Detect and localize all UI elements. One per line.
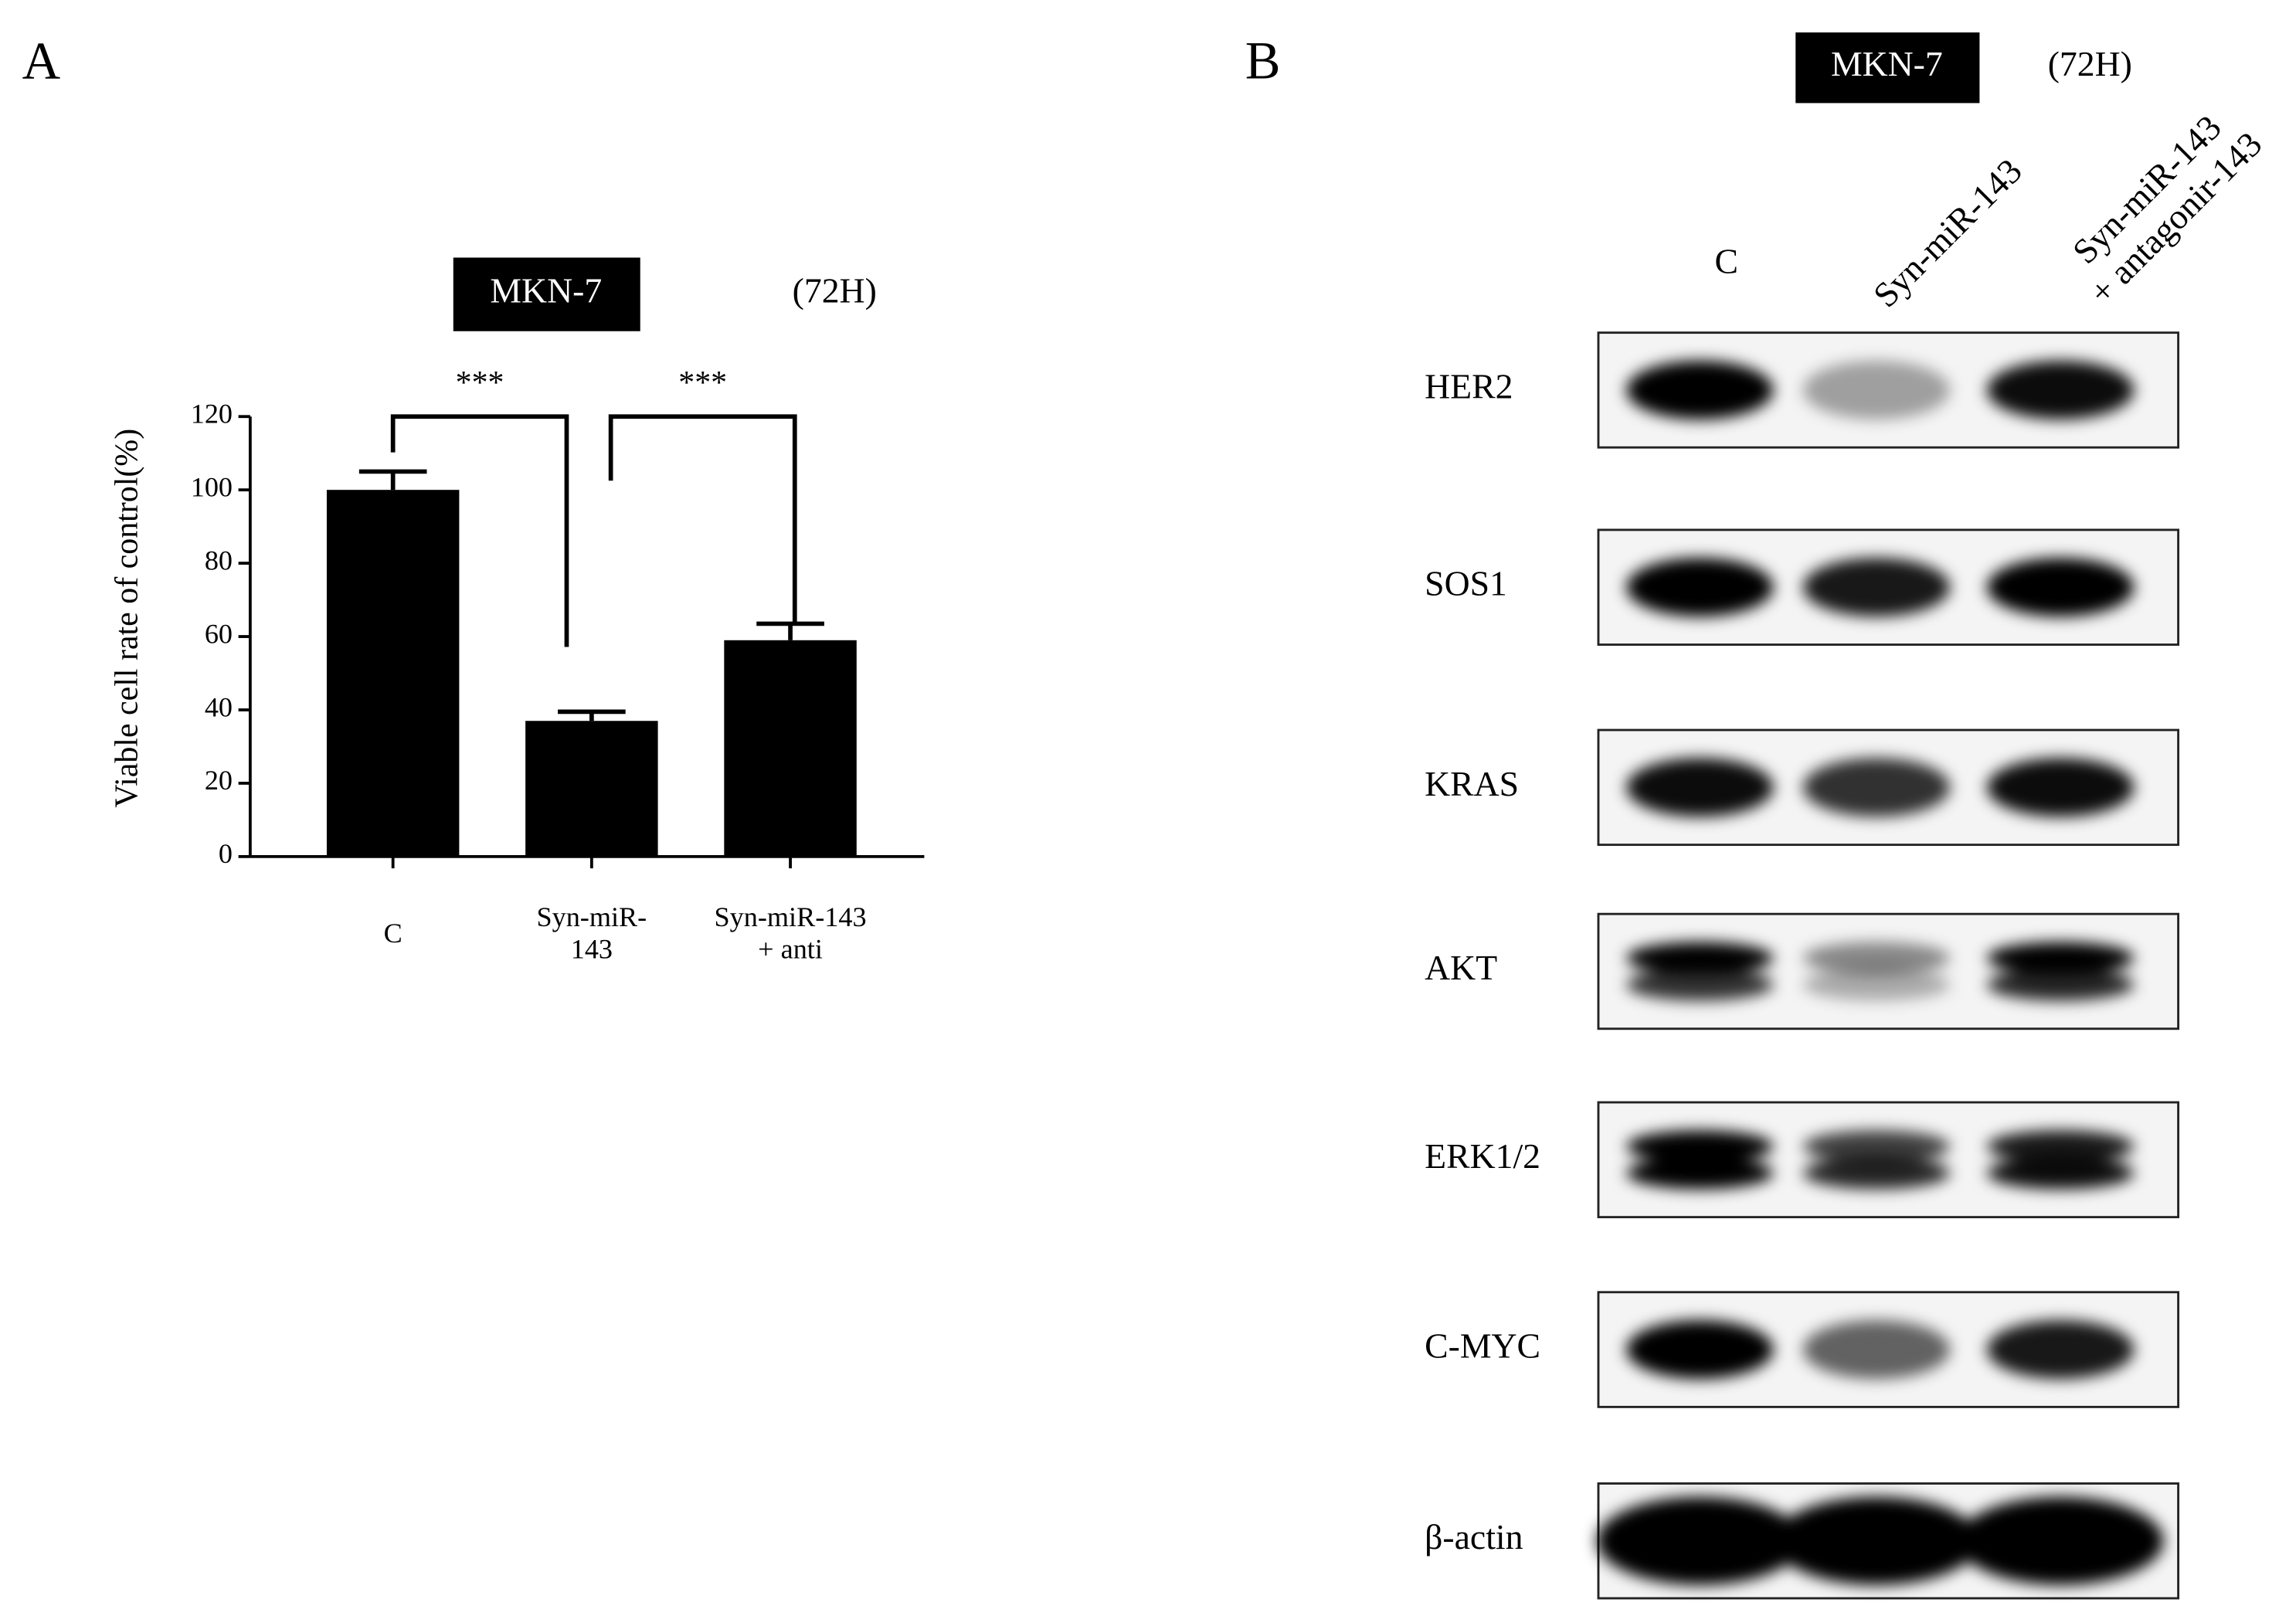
title-box bbox=[453, 257, 640, 331]
chart-subtitle: (72H) bbox=[793, 271, 877, 311]
y-tick-label: 20 bbox=[205, 765, 233, 796]
protein-band bbox=[1626, 558, 1774, 617]
protein-label: AKT bbox=[1425, 948, 1497, 987]
blot-bands bbox=[1626, 1130, 2135, 1190]
significance-bracket bbox=[608, 414, 797, 624]
protein-band bbox=[1626, 758, 1774, 817]
blot-bands bbox=[1626, 360, 2135, 420]
lane-label: C bbox=[1714, 242, 1738, 281]
protein-band bbox=[1773, 1496, 1980, 1585]
y-axis-label: Viable cell rate of control(%) bbox=[109, 429, 144, 808]
panel-label: A bbox=[22, 32, 61, 90]
protein-band bbox=[1597, 1496, 1803, 1585]
significance-label: *** bbox=[456, 365, 504, 401]
protein-band bbox=[1802, 1156, 1951, 1190]
blot-bands bbox=[1626, 942, 2135, 1001]
blot-bands bbox=[1626, 558, 2135, 617]
chart-title: MKN-7 bbox=[490, 271, 602, 311]
protein-band bbox=[1626, 1319, 1774, 1380]
protein-label: ERK1/2 bbox=[1425, 1136, 1540, 1176]
protein-band bbox=[1626, 360, 1774, 420]
protein-band bbox=[1986, 1319, 2135, 1380]
protein-band bbox=[1802, 968, 1951, 1001]
y-tick-label: 100 bbox=[191, 471, 233, 502]
protein-band bbox=[1986, 360, 2135, 420]
y-tick-label: 120 bbox=[191, 399, 233, 429]
protein-band bbox=[1986, 1130, 2135, 1163]
protein-band bbox=[1802, 360, 1951, 420]
protein-band bbox=[1802, 758, 1951, 817]
significance-bracket bbox=[390, 414, 569, 647]
protein-label: C-MYC bbox=[1425, 1326, 1540, 1366]
protein-band bbox=[1986, 1156, 2135, 1190]
bar bbox=[724, 640, 857, 857]
protein-label: β-actin bbox=[1425, 1517, 1523, 1557]
protein-band bbox=[1802, 1319, 1951, 1380]
protein-band bbox=[1986, 758, 2135, 817]
y-tick-label: 80 bbox=[205, 545, 233, 575]
protein-label: HER2 bbox=[1425, 366, 1513, 406]
x-tick-label: Syn-miR-143 bbox=[536, 901, 647, 965]
bar bbox=[326, 490, 460, 857]
blot-bands bbox=[1626, 758, 2135, 817]
y-tick-label: 40 bbox=[205, 691, 233, 722]
blot-title-box bbox=[1795, 32, 1980, 104]
significance-label: *** bbox=[678, 365, 727, 401]
protein-band bbox=[1626, 942, 1774, 975]
protein-band bbox=[1986, 558, 2135, 617]
protein-band bbox=[1802, 1130, 1951, 1163]
panel-label: B bbox=[1245, 32, 1281, 90]
protein-band bbox=[1802, 942, 1951, 975]
x-tick-label: C bbox=[384, 918, 402, 949]
bar bbox=[525, 721, 658, 857]
blot-title: MKN-7 bbox=[1831, 44, 1943, 83]
protein-label: KRAS bbox=[1425, 764, 1519, 803]
protein-band bbox=[1626, 1130, 1774, 1163]
protein-band bbox=[1802, 558, 1951, 617]
protein-band bbox=[1986, 942, 2135, 975]
protein-band bbox=[1986, 968, 2135, 1001]
protein-label: SOS1 bbox=[1425, 564, 1507, 603]
protein-band bbox=[1626, 968, 1774, 1001]
blot-subtitle: (72H) bbox=[2048, 44, 2132, 83]
blot-bands bbox=[1626, 1319, 2135, 1380]
x-tick-label: Syn-miR-143 + anti bbox=[715, 901, 867, 965]
blot-bands bbox=[1597, 1496, 2164, 1585]
protein-band bbox=[1626, 1156, 1774, 1190]
y-tick-label: 60 bbox=[205, 618, 233, 649]
protein-band bbox=[1957, 1496, 2164, 1585]
y-tick-label: 0 bbox=[219, 838, 233, 869]
